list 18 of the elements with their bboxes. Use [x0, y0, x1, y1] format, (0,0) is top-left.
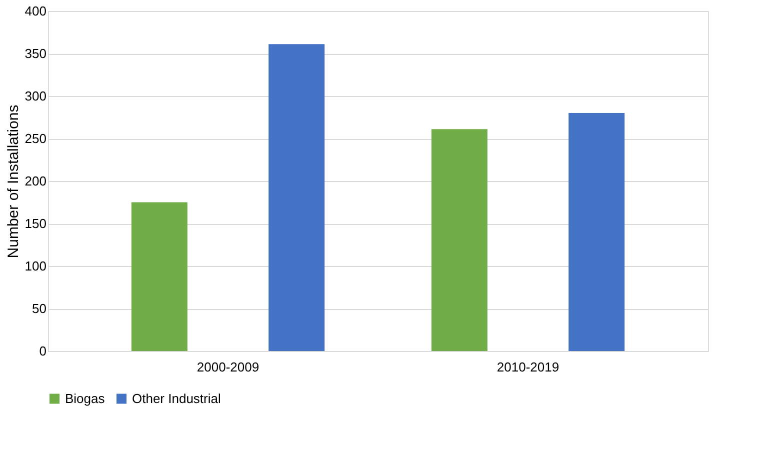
y-tick-label: 150 [24, 216, 46, 231]
bar [268, 44, 325, 351]
legend-label: Biogas [65, 390, 106, 406]
y-tick-label: 0 [39, 344, 46, 358]
y-tick-label: 250 [24, 131, 46, 146]
y-tick-label: 300 [24, 88, 46, 104]
y-tick-label: 350 [24, 46, 46, 61]
x-tick-label: 2010-2019 [496, 360, 560, 374]
y-tick-label: 400 [24, 4, 46, 18]
y-tick-label: 100 [24, 258, 46, 274]
bar [568, 113, 625, 351]
bar [131, 202, 188, 351]
y-axis-title: Number of Installations [4, 104, 22, 258]
bar [431, 129, 488, 351]
y-tick-label: 50 [32, 301, 46, 316]
legend-label: Other Industrial [132, 390, 221, 406]
x-tick-label: 2000-2009 [196, 360, 260, 374]
y-tick-label: 200 [24, 174, 46, 188]
